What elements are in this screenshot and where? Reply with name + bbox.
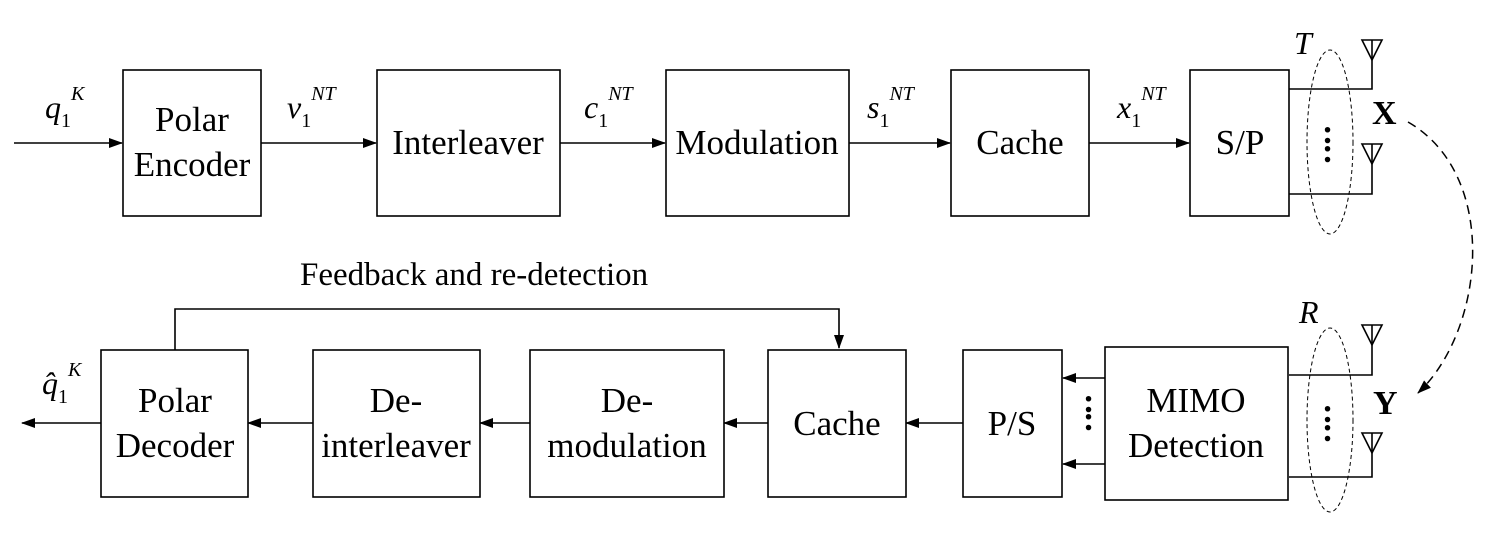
rx-antenna-dots: :: [1322, 412, 1333, 449]
signal-s-label: s1NT: [867, 83, 916, 132]
polar-encoder-block: Polar Encoder: [122, 69, 262, 217]
tx-matrix-label: X: [1372, 95, 1397, 132]
rx-matrix-label: Y: [1373, 385, 1398, 422]
svg-text:Polar: Polar: [138, 381, 212, 420]
svg-text:De-: De-: [601, 381, 653, 420]
tx-antenna-array: [1289, 39, 1384, 235]
svg-text:modulation: modulation: [547, 426, 706, 465]
input-signal-label: q1K: [45, 83, 86, 132]
svg-text:MIMO: MIMO: [1146, 381, 1245, 420]
svg-text:Cache: Cache: [793, 404, 880, 443]
svg-text::: :: [1322, 114, 1333, 151]
svg-text:Modulation: Modulation: [675, 123, 838, 162]
svg-text:Polar: Polar: [155, 100, 229, 139]
svg-text:P/S: P/S: [988, 404, 1037, 443]
svg-text:S/P: S/P: [1216, 123, 1265, 162]
tx-antenna-dots: :: [1322, 133, 1333, 170]
sp-block: S/P: [1189, 69, 1290, 217]
feedback-arrow: [174, 308, 844, 350]
tx-antenna-count-label: T: [1294, 25, 1314, 61]
mimo-ps-dots: :: [1083, 401, 1094, 438]
svg-text:Cache: Cache: [976, 123, 1063, 162]
rx-antenna-array: [1289, 324, 1384, 513]
demodulation-block: De- modulation: [529, 349, 725, 498]
svg-text:Decoder: Decoder: [116, 426, 235, 465]
output-signal-label: q̂1K: [42, 359, 83, 408]
feedback-label: Feedback and re-detection: [300, 257, 648, 293]
rx-antenna-count-label: R: [1298, 294, 1319, 330]
deinterleaver-block: De- interleaver: [312, 349, 481, 498]
svg-text:Interleaver: Interleaver: [392, 123, 544, 162]
svg-text:Detection: Detection: [1128, 426, 1264, 465]
polar-decoder-block: Polar Decoder: [100, 349, 249, 498]
signal-c-label: c1NT: [584, 83, 635, 132]
rx-antenna-group-ellipse: [1306, 327, 1354, 513]
tx-cache-block: Cache: [950, 69, 1090, 217]
rx-cache-block: Cache: [767, 349, 907, 498]
channel-dashed-arrow: [1407, 121, 1474, 394]
tx-antenna-group-ellipse: [1306, 49, 1354, 235]
svg-text::: :: [1322, 393, 1333, 430]
svg-text:De-: De-: [370, 381, 422, 420]
svg-text:Encoder: Encoder: [134, 145, 251, 184]
signal-x-label: x1NT: [1116, 83, 1168, 132]
svg-text:interleaver: interleaver: [321, 426, 471, 465]
ps-block: P/S: [962, 349, 1063, 498]
signal-v-label: v1NT: [287, 83, 338, 132]
interleaver-block: Interleaver: [376, 69, 561, 217]
svg-text::: :: [1083, 383, 1094, 420]
mimo-detection-block: MIMO Detection: [1104, 346, 1289, 501]
modulation-block: Modulation: [665, 69, 850, 217]
